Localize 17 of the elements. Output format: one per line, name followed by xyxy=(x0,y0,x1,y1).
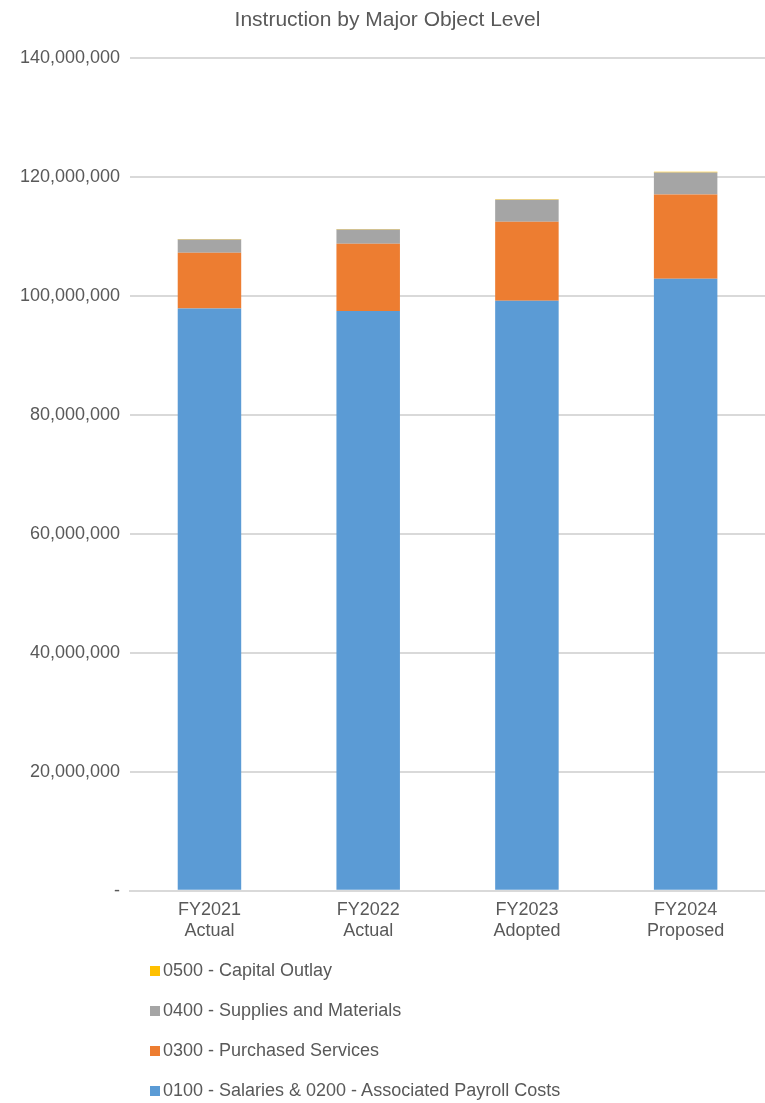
chart-title: Instruction by Major Object Level xyxy=(234,7,541,31)
x-tick-label: FY2022 Actual xyxy=(336,898,400,941)
x-tick-label: FY2024 Proposed xyxy=(647,898,725,941)
y-tick-label: 60,000,000 xyxy=(30,522,121,543)
y-tick-label: 120,000,000 xyxy=(19,166,121,187)
y-tick-label: 100,000,000 xyxy=(19,285,121,306)
y-tick-label: - xyxy=(114,879,121,900)
y-tick-label: 80,000,000 xyxy=(30,404,121,424)
legend-label: 0300 - Purchased Services xyxy=(162,1039,381,1062)
x-tick-label: FY2021 Actual xyxy=(177,898,241,941)
x-tick-label: FY2023 Adopted xyxy=(493,898,561,941)
y-tick-label: 40,000,000 xyxy=(30,641,121,662)
y-tick-label: 20,000,000 xyxy=(30,760,121,781)
legend-label: 0100 - Salaries & 0200 - Associated Payroll Costs xyxy=(162,1079,562,1102)
y-tick-label: 140,000,000 xyxy=(19,47,121,68)
legend-label: 0400 - Supplies and Materials xyxy=(162,999,403,1022)
legend-label: 0500 - Capital Outlay xyxy=(162,959,334,982)
